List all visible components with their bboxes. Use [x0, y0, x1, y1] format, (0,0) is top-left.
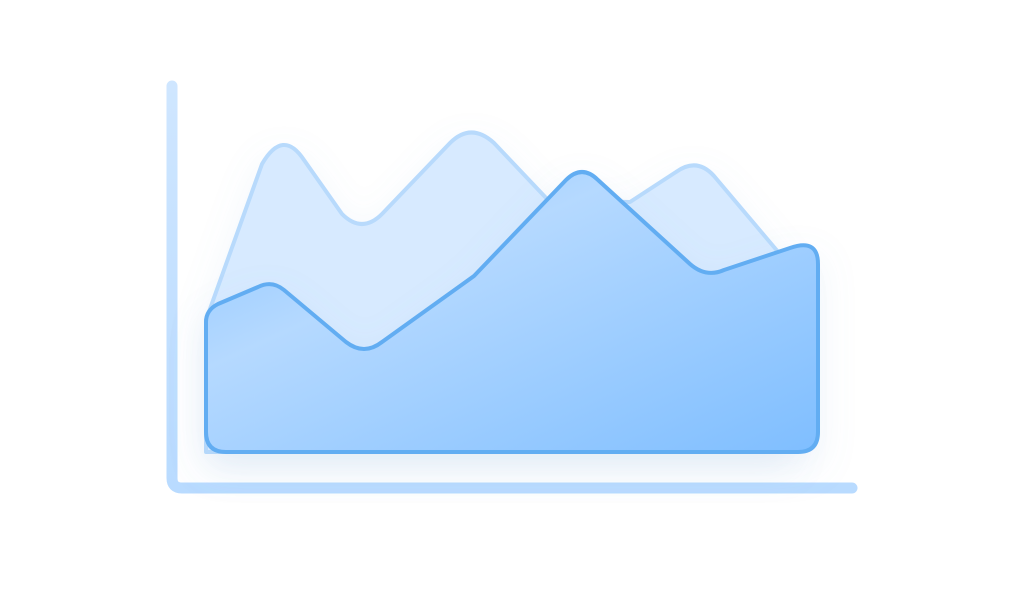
y-axis-line — [166, 80, 858, 494]
axes — [166, 80, 858, 494]
front-area — [204, 170, 820, 454]
front-area-series — [204, 170, 820, 454]
